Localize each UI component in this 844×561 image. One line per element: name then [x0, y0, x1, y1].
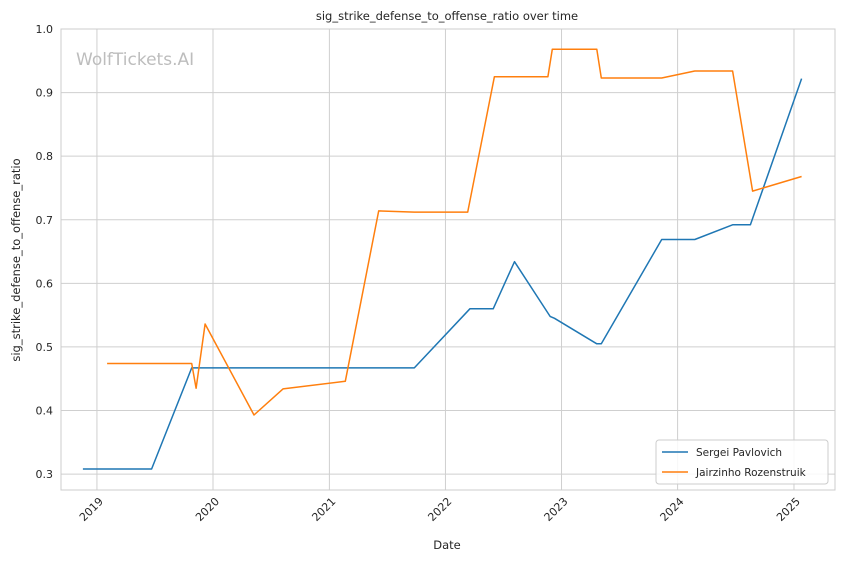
y-axis-title: sig_strike_defense_to_offense_ratio	[9, 158, 23, 361]
watermark: WolfTickets.AI	[76, 50, 194, 70]
y-tick-label-0.8: 0.8	[36, 150, 54, 163]
legend: Sergei Pavlovich Jairzinho Rozenstruik	[655, 439, 829, 485]
y-tick-label-1.0: 1.0	[36, 23, 54, 36]
y-tick-label-0.4: 0.4	[36, 405, 54, 418]
y-tick-label-0.3: 0.3	[36, 468, 54, 481]
chart-title: sig_strike_defense_to_offense_ratio over…	[316, 9, 578, 23]
y-tick-label-0.7: 0.7	[36, 214, 54, 227]
x-axis-title: Date	[433, 538, 461, 552]
y-tick-label-0.6: 0.6	[36, 277, 54, 290]
series-layer	[82, 48, 803, 470]
legend-label-sergei-pavlovich: Sergei Pavlovich	[696, 447, 782, 459]
y-tick-label-0.5: 0.5	[36, 341, 54, 354]
series-line-sergei-pavlovich	[82, 78, 803, 470]
plot-frame	[60, 28, 836, 491]
legend-box	[655, 439, 829, 485]
series-line-jairzinho-rozenstruik	[107, 48, 802, 416]
legend-label-jairzinho-rozenstruik: Jairzinho Rozenstruik	[695, 467, 807, 479]
y-tick-label-0.9: 0.9	[36, 87, 54, 100]
